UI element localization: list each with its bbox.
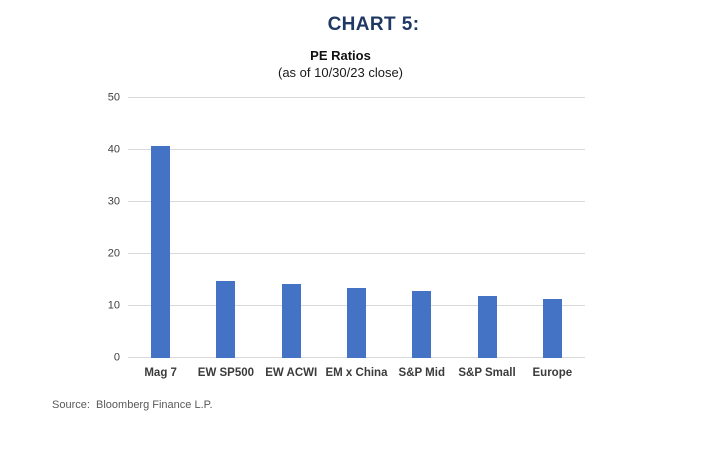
gridline-20 [128, 253, 585, 254]
y-tick-label-20: 20 [107, 247, 120, 260]
y-tick-label-0: 0 [113, 351, 120, 364]
bar-s-p-small [477, 296, 497, 358]
bar-slot [454, 98, 519, 358]
chart-number-title: CHART 5: [327, 14, 420, 35]
x-category-label: Europe [532, 367, 573, 379]
chart-title: PE Ratios [310, 48, 371, 63]
plot-area [128, 97, 585, 358]
y-tick-label-50: 50 [107, 91, 120, 104]
bar-slot [259, 98, 324, 358]
chart-header: CHART 5: PE Ratios (as of 10/30/23 close… [0, 14, 703, 80]
bar-em-x-china [346, 287, 366, 358]
x-category-label: S&P Small [458, 367, 516, 379]
bar-s-p-mid [412, 291, 432, 358]
bar-ew-sp500 [216, 281, 236, 358]
bar-slot [128, 98, 193, 358]
x-axis-labels: Mag 7 EW SP500 EW ACWI EM x China S&P Mid S&P… [128, 367, 585, 379]
x-category-label: S&P Mid [398, 367, 445, 379]
x-category-label: EM x China [325, 367, 388, 379]
bar-slot [520, 98, 585, 358]
x-category-label: Mag 7 [144, 367, 177, 379]
source-note: Source: Bloomberg Finance L.P. [52, 399, 213, 411]
y-tick-label-10: 10 [107, 299, 120, 312]
bars-row [128, 98, 585, 358]
gridline-50 [128, 97, 585, 98]
chart-date-note: (as of 10/30/23 close) [277, 65, 404, 80]
gridline-30 [128, 201, 585, 202]
bar-ew-acwi [281, 284, 301, 358]
x-category-label: EW SP500 [197, 367, 255, 379]
bar-mag-7 [151, 146, 171, 358]
bar-europe [542, 298, 562, 358]
gridline-40 [128, 149, 585, 150]
bar-slot [324, 98, 389, 358]
y-axis: 0 10 20 30 40 50 [0, 92, 120, 363]
bar-slot [193, 98, 258, 358]
y-tick-label-40: 40 [107, 143, 120, 156]
x-category-label: EW ACWI [265, 367, 318, 379]
y-tick-label-30: 30 [107, 195, 120, 208]
bar-slot [389, 98, 454, 358]
